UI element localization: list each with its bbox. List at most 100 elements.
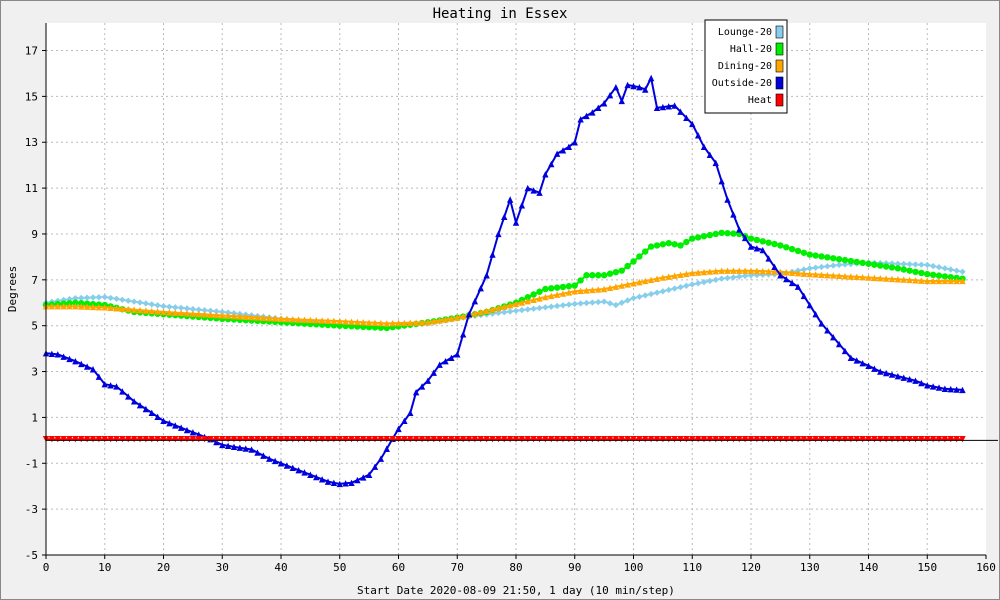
data-point: [125, 393, 132, 400]
data-point: [95, 435, 103, 443]
data-point: [624, 281, 631, 288]
data-point: [72, 358, 79, 365]
data-point: [219, 435, 226, 443]
data-point: [548, 160, 555, 168]
data-point: [759, 267, 766, 275]
data-point: [941, 435, 949, 443]
data-point: [600, 272, 608, 279]
data-point: [230, 435, 238, 443]
data-point: [418, 435, 426, 443]
data-point: [307, 435, 314, 443]
data-point: [718, 178, 725, 185]
data-point: [524, 294, 531, 301]
y-tick-label: 11: [25, 182, 38, 195]
data-point: [536, 295, 543, 302]
data-point: [219, 308, 226, 316]
data-point: [736, 226, 743, 233]
data-point: [436, 435, 443, 443]
data-point: [148, 435, 155, 443]
data-point: [606, 435, 614, 443]
data-point: [653, 289, 661, 296]
data-point: [630, 435, 637, 443]
data-point: [683, 282, 690, 289]
data-point: [83, 363, 91, 370]
data-point: [512, 435, 520, 443]
data-point: [906, 261, 913, 268]
data-point: [947, 266, 954, 273]
data-point: [618, 299, 625, 306]
data-point: [747, 243, 755, 250]
data-point: [589, 286, 596, 294]
data-point: [888, 435, 896, 443]
data-point: [89, 366, 97, 373]
legend-swatch: [775, 25, 784, 39]
data-point: [882, 263, 890, 270]
data-point: [818, 320, 825, 327]
data-point: [577, 116, 584, 123]
data-point: [724, 274, 731, 282]
data-point: [260, 452, 267, 459]
data-point: [671, 285, 678, 292]
data-point: [254, 435, 261, 443]
data-point: [600, 435, 608, 443]
legend-swatch: [775, 76, 784, 90]
data-point: [888, 371, 896, 378]
data-point: [236, 313, 244, 320]
data-point: [136, 299, 144, 306]
data-point: [424, 319, 432, 326]
data-point: [471, 298, 479, 305]
data-point: [266, 455, 273, 462]
data-point: [818, 271, 825, 278]
data-point: [142, 405, 150, 413]
data-point: [301, 469, 308, 476]
x-tick-label: 30: [216, 561, 229, 574]
data-point: [647, 74, 655, 82]
data-point: [119, 435, 126, 443]
data-point: [401, 417, 408, 425]
data-point: [689, 235, 696, 242]
data-point: [542, 285, 549, 293]
data-point: [583, 435, 590, 443]
data-point: [342, 435, 349, 443]
data-point: [794, 435, 802, 443]
data-point: [383, 435, 390, 443]
data-point: [389, 320, 396, 327]
data-point: [565, 289, 573, 296]
data-point: [412, 388, 420, 396]
data-point: [806, 435, 813, 443]
data-point: [477, 285, 484, 292]
data-point: [812, 264, 819, 271]
data-point: [160, 435, 167, 443]
data-point: [260, 435, 267, 443]
data-point: [900, 435, 907, 443]
data-point: [559, 147, 567, 154]
data-point: [606, 300, 614, 307]
data-point: [283, 315, 291, 323]
data-point: [759, 435, 766, 443]
data-point: [577, 277, 584, 284]
data-point: [506, 435, 514, 443]
data-point: [248, 446, 255, 453]
data-point: [953, 435, 960, 443]
data-point: [248, 313, 255, 321]
data-point: [941, 385, 949, 392]
data-point: [54, 302, 61, 310]
data-point: [935, 384, 943, 391]
data-point: [853, 273, 860, 281]
data-point: [941, 273, 949, 280]
data-point: [548, 435, 555, 443]
data-point: [459, 435, 467, 443]
data-point: [195, 310, 202, 318]
data-point: [371, 435, 379, 443]
data-point: [125, 297, 132, 304]
data-point: [89, 294, 97, 301]
data-point: [583, 272, 590, 279]
data-point: [266, 435, 273, 443]
data-point: [724, 267, 731, 274]
data-point: [130, 435, 138, 443]
legend-swatch: [775, 59, 784, 73]
data-point: [283, 435, 291, 443]
data-point: [78, 360, 85, 368]
data-point: [377, 435, 385, 443]
data-point: [518, 202, 526, 209]
